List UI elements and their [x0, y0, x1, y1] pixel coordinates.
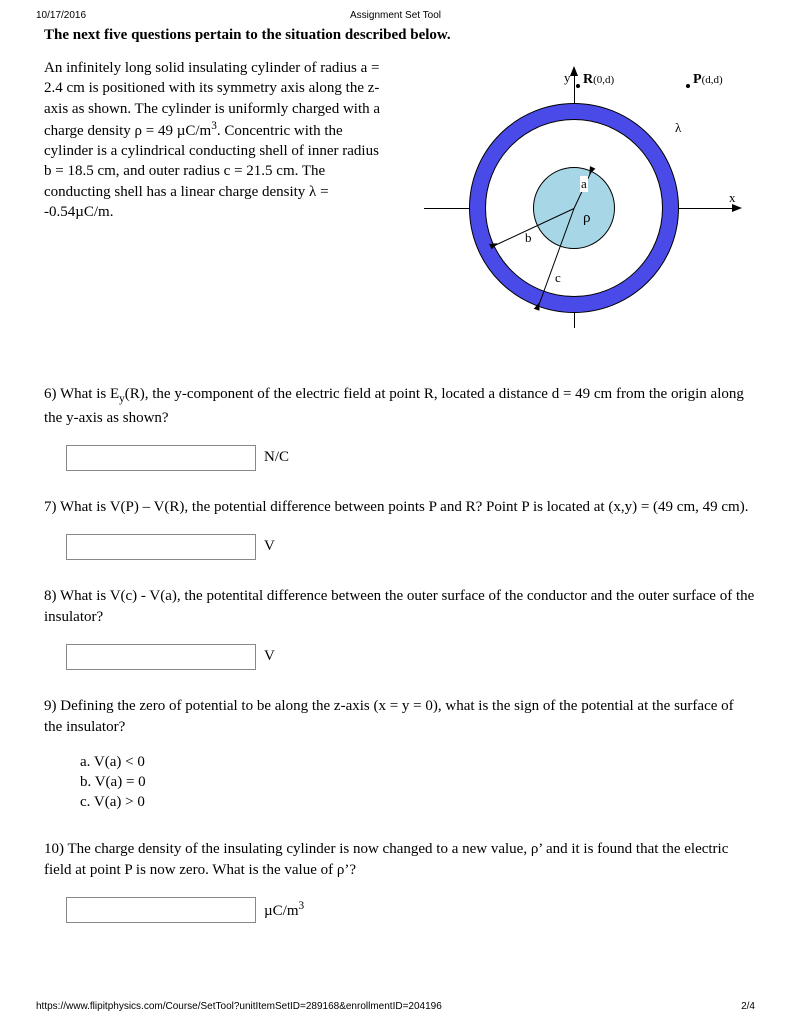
- page-header: 10/17/2016 Assignment Set Tool: [36, 10, 755, 21]
- question-7: 7) What is V(P) – V(R), the potential di…: [44, 497, 755, 518]
- question-8: 8) What is V(c) - V(a), the potentital d…: [44, 586, 755, 628]
- q6-number: 6): [44, 386, 57, 402]
- q7-answer-row: V: [66, 534, 755, 560]
- label-lambda: λ: [674, 120, 682, 136]
- q7-answer-input[interactable]: [66, 534, 256, 560]
- question-6: 6) What is Ey(R), the y-component of the…: [44, 384, 755, 429]
- question-10: 10) The charge density of the insulating…: [44, 839, 755, 881]
- question-9: 9) Defining the zero of potential to be …: [44, 696, 755, 738]
- label-x: x: [728, 190, 737, 206]
- q10-text: The charge density of the insulating cyl…: [44, 841, 728, 878]
- q10-answer-row: µC/m3: [66, 897, 755, 923]
- q7-unit: V: [264, 538, 275, 555]
- point-p-dot: [686, 84, 690, 88]
- q6-answer-input[interactable]: [66, 445, 256, 471]
- q8-text: What is V(c) - V(a), the potentital diff…: [44, 588, 754, 625]
- radius-c-arrow-icon: [534, 301, 542, 311]
- point-r-label: R(0,d): [583, 72, 614, 88]
- q7-number: 7): [44, 499, 57, 515]
- q9-text: Defining the zero of potential to be alo…: [44, 698, 734, 735]
- page: 10/17/2016 Assignment Set Tool The next …: [0, 0, 791, 949]
- label-y: y: [563, 70, 572, 86]
- P-letter: P: [693, 72, 702, 87]
- q6-text: What is Ey(R), the y-component of the el…: [44, 386, 744, 426]
- point-r-dot: [576, 84, 580, 88]
- label-c: c: [554, 270, 562, 286]
- point-p-label: P(d,d): [693, 72, 723, 88]
- R-letter: R: [583, 72, 593, 87]
- q6-unit: N/C: [264, 449, 289, 466]
- R-coord: (0,d): [593, 74, 614, 86]
- q6-text-b: (R), the y-component of the electric fie…: [44, 386, 744, 426]
- P-coord: (d,d): [702, 74, 723, 86]
- q10-unit-a: µC/m: [264, 903, 298, 919]
- q6-answer-row: N/C: [66, 445, 755, 471]
- q9-choices: a. V(a) < 0 b. V(a) = 0 c. V(a) > 0: [80, 752, 755, 813]
- cylinder-diagram: a b c ρ λ x y R(0,d) P(d,d): [384, 58, 755, 358]
- footer-page: 2/4: [741, 1001, 755, 1012]
- q9-choice-c[interactable]: c. V(a) > 0: [80, 792, 755, 812]
- intro-block: An infinitely long solid insulating cyli…: [44, 58, 755, 358]
- page-footer: https://www.flipitphysics.com/Course/Set…: [0, 1001, 791, 1020]
- section-title: The next five questions pertain to the s…: [44, 27, 755, 44]
- intro-text: An infinitely long solid insulating cyli…: [44, 58, 384, 222]
- q9-number: 9): [44, 698, 57, 714]
- q9-choice-a[interactable]: a. V(a) < 0: [80, 752, 755, 772]
- q8-unit: V: [264, 648, 275, 665]
- header-title: Assignment Set Tool: [276, 10, 516, 21]
- header-date: 10/17/2016: [36, 10, 276, 21]
- q10-unit: µC/m3: [264, 900, 304, 920]
- label-a: a: [580, 176, 588, 192]
- q8-number: 8): [44, 588, 57, 604]
- footer-url: https://www.flipitphysics.com/Course/Set…: [36, 1001, 442, 1012]
- q10-answer-input[interactable]: [66, 897, 256, 923]
- label-b: b: [524, 230, 533, 246]
- label-rho: ρ: [582, 210, 592, 227]
- q7-text: What is V(P) – V(R), the potential diffe…: [60, 499, 748, 515]
- q8-answer-input[interactable]: [66, 644, 256, 670]
- q9-choice-b[interactable]: b. V(a) = 0: [80, 772, 755, 792]
- q8-answer-row: V: [66, 644, 755, 670]
- q6-text-a: What is E: [60, 386, 119, 402]
- q10-number: 10): [44, 841, 64, 857]
- q10-unit-sup: 3: [298, 900, 304, 912]
